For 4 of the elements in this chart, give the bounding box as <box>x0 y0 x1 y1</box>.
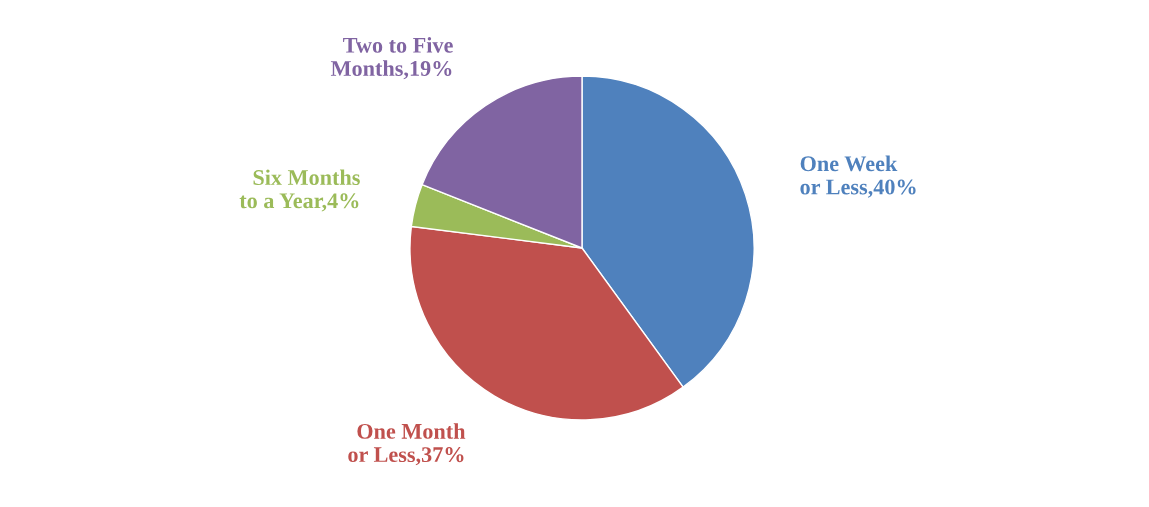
slice-label: One Month or Less,37% <box>348 423 466 466</box>
slice-label: Two to Five Months,19% <box>330 37 453 80</box>
slice-label: One Week or Less,40% <box>800 155 916 198</box>
slice-label: Six Months to a Year,4% <box>239 169 360 212</box>
